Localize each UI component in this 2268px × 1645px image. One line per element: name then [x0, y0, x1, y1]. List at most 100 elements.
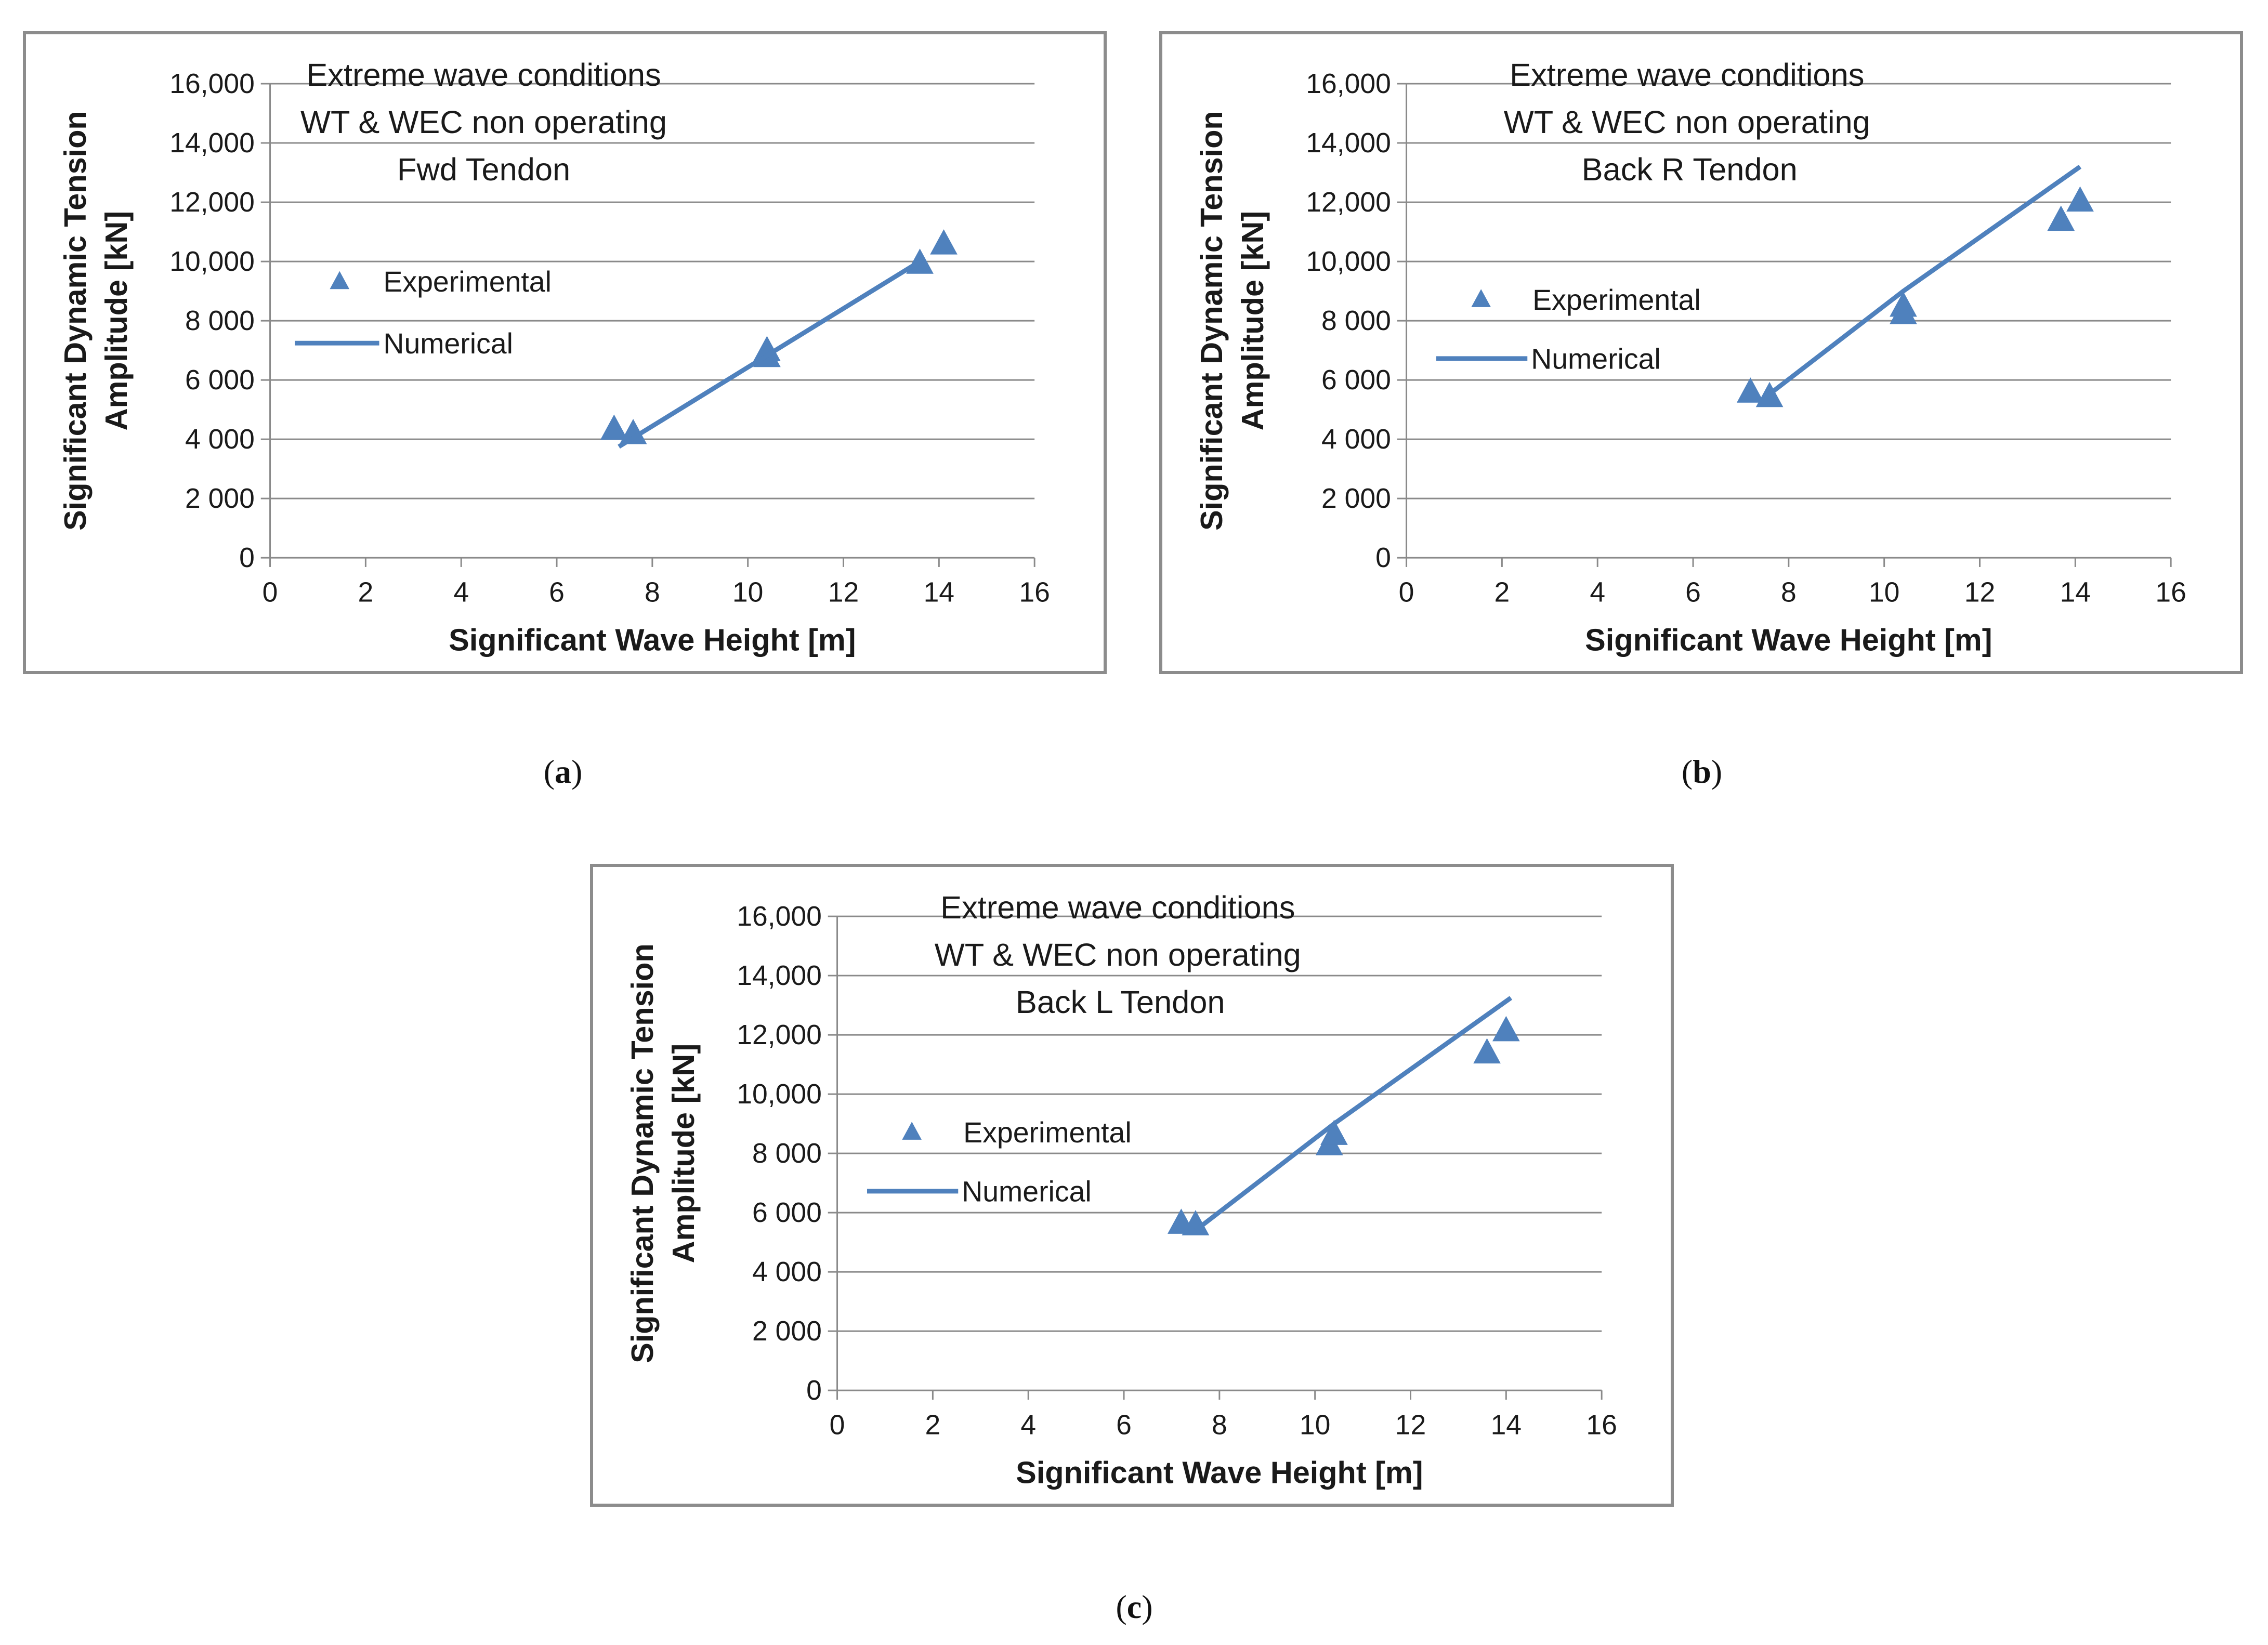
y-tick-label: 12,000 [169, 187, 255, 218]
y-axis-title-group: Significant Dynamic Tension Amplitude [kN… [625, 943, 701, 1363]
y-tick-label: 6 000 [1321, 365, 1391, 396]
y-axis-title-group: Significant Dynamic Tension Amplitude [kN… [58, 111, 134, 531]
legend-label-numerical: Numerical [1531, 343, 1661, 375]
legend-marker-experimental [1471, 289, 1491, 307]
experimental-point [2047, 205, 2075, 231]
y-tick-label: 2 000 [1321, 483, 1391, 514]
x-tick-label: 12 [1395, 1410, 1426, 1440]
caption-a: (a) [543, 753, 583, 790]
x-tick-label: 0 [830, 1410, 845, 1440]
experimental-point [1890, 291, 1917, 317]
y-tick-label: 4 000 [1321, 424, 1391, 455]
legend-label-numerical: Numerical [383, 327, 513, 360]
x-tick-label: 8 [1212, 1410, 1227, 1440]
y-axis-title-line: Significant Dynamic Tension [625, 943, 660, 1363]
x-tick-label: 10 [1300, 1410, 1330, 1440]
caption-b: (b) [1681, 753, 1723, 790]
y-tick-label: 14,000 [1306, 128, 1391, 159]
y-tick-label: 16,000 [1306, 69, 1391, 99]
x-axis-title: Significant Wave Height [m] [1016, 1455, 1423, 1490]
y-axis-title-line: Amplitude [kN] [99, 211, 134, 430]
numerical-line [618, 256, 926, 449]
y-axis-title-line: Amplitude [kN] [666, 1044, 701, 1263]
chart-panel-c: 0 2 000 4 000 6 000 8 000 10,000 12,000 14,000 1… [590, 864, 1674, 1507]
x-tick-label: 6 [1116, 1410, 1132, 1440]
y-tick-label: 12,000 [737, 1020, 822, 1050]
x-tick-label: 4 [1020, 1410, 1036, 1440]
x-tick-label: 2 [358, 577, 374, 608]
experimental-point [1492, 1016, 1520, 1042]
experimental-point [1473, 1038, 1501, 1064]
x-tick-label: 12 [1964, 577, 1995, 608]
x-tick-label: 16 [1019, 577, 1050, 608]
numerical-line [1763, 165, 2082, 400]
caption-c: (c) [1116, 1588, 1153, 1625]
y-tick-label: 10,000 [737, 1079, 822, 1110]
experimental-point [930, 229, 958, 255]
x-tick-label: 0 [1399, 577, 1414, 608]
chart-annotation-line: Extreme wave conditions [940, 890, 1295, 926]
y-tick-label: 12,000 [1306, 187, 1391, 218]
experimental-point [619, 418, 647, 444]
x-tick-label: 12 [828, 577, 859, 608]
x-tick-label: 6 [1685, 577, 1701, 608]
experimental-point [1320, 1120, 1348, 1145]
x-tick-label: 4 [453, 577, 469, 608]
legend-marker-experimental [330, 271, 350, 289]
numerical-line [1194, 996, 1513, 1232]
x-tick-label: 14 [1491, 1410, 1522, 1440]
x-tick-label: 14 [924, 577, 954, 608]
y-tick-label: 0 [1375, 543, 1391, 573]
legend-label-numerical: Numerical [962, 1176, 1092, 1208]
y-tick-label: 8 000 [185, 306, 255, 336]
y-tick-label: 4 000 [185, 424, 255, 455]
experimental-point [1736, 377, 1764, 403]
chart-annotation-line: Back R Tendon [1582, 152, 1798, 188]
x-tick-label: 6 [549, 577, 565, 608]
y-tick-label: 6 000 [752, 1197, 822, 1228]
y-tick-label: 8 000 [1321, 306, 1391, 336]
legend-label-experimental: Experimental [963, 1116, 1132, 1149]
x-tick-label: 8 [1781, 577, 1797, 608]
x-tick-label: 4 [1590, 577, 1605, 608]
chart-annotation-line: Extreme wave conditions [1510, 57, 1864, 93]
legend-label-experimental: Experimental [383, 266, 552, 298]
experimental-point [1182, 1210, 1210, 1235]
chart-b: 0 2 000 4 000 6 000 8 000 10,000 12,000 14,000 1… [1194, 57, 2186, 657]
chart-annotation-line: WT & WEC non operating [1504, 104, 1870, 140]
y-axis-title-group: Significant Dynamic Tension Amplitude [kN… [1194, 111, 1270, 531]
experimental-point [2066, 186, 2094, 212]
x-tick-label: 2 [1494, 577, 1510, 608]
y-tick-label: 6 000 [185, 365, 255, 396]
chart-annotation-line: WT & WEC non operating [935, 937, 1301, 973]
experimental-point [600, 414, 628, 440]
y-tick-label: 4 000 [752, 1257, 822, 1287]
y-tick-label: 0 [806, 1375, 822, 1406]
x-axis-title: Significant Wave Height [m] [1585, 622, 1992, 657]
x-tick-label: 16 [1586, 1410, 1617, 1440]
x-tick-label: 14 [2060, 577, 2091, 608]
x-tick-label: 0 [263, 577, 278, 608]
y-axis-title-line: Significant Dynamic Tension [58, 111, 93, 531]
y-tick-label: 16,000 [737, 901, 822, 932]
experimental-point [753, 336, 781, 361]
x-tick-label: 16 [2155, 577, 2186, 608]
y-tick-label: 14,000 [169, 128, 255, 159]
chart-annotation-line: WT & WEC non operating [300, 104, 667, 140]
x-tick-label: 10 [1869, 577, 1899, 608]
y-tick-label: 14,000 [737, 960, 822, 991]
x-tick-label: 10 [732, 577, 763, 608]
chart-panel-b: 0 2 000 4 000 6 000 8 000 10,000 12,000 14,000 1… [1159, 31, 2243, 674]
x-tick-label: 8 [645, 577, 660, 608]
y-tick-label: 2 000 [752, 1316, 822, 1347]
y-tick-label: 8 000 [752, 1138, 822, 1169]
y-axis-title-line: Significant Dynamic Tension [1194, 111, 1229, 531]
y-tick-label: 10,000 [169, 246, 255, 277]
legend-marker-experimental [902, 1122, 922, 1140]
chart-annotation-line: Extreme wave conditions [306, 57, 661, 93]
x-tick-label: 2 [925, 1410, 941, 1440]
y-tick-label: 2 000 [185, 483, 255, 514]
y-axis-title-line: Amplitude [kN] [1235, 211, 1270, 430]
legend-label-experimental: Experimental [1532, 284, 1701, 316]
y-tick-label: 16,000 [169, 69, 255, 99]
